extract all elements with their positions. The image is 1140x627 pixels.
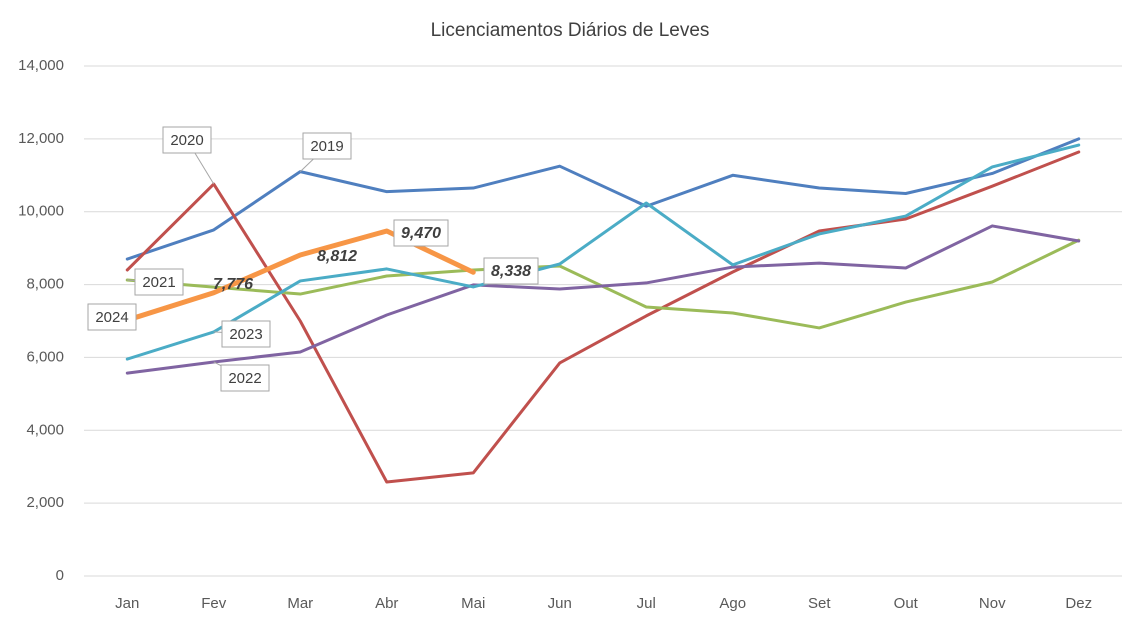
x-tick-label: Fev	[201, 595, 227, 612]
x-tick-label: Set	[808, 595, 831, 612]
y-tick-label: 12,000	[18, 130, 64, 147]
data-label: 8,812	[317, 248, 357, 265]
x-tick-label: Mar	[287, 595, 313, 612]
data-label: 8,338	[491, 263, 531, 280]
data-label: 9,470	[401, 225, 441, 242]
grid: 0 2,000 4,000 6,000 8,000 10,000 12,000 14,000 J…	[18, 57, 1122, 612]
series-name: 2024	[95, 309, 128, 326]
x-tick-label: Jul	[637, 595, 656, 612]
series-name: 2022	[228, 370, 261, 387]
data-label: 7,776	[213, 276, 253, 293]
callout-box	[162, 126, 212, 154]
chart-title: Licenciamentos Diários de Leves	[431, 20, 710, 41]
x-tick-label: Ago	[719, 595, 746, 612]
callout-box	[221, 320, 271, 348]
callout-box	[134, 268, 184, 296]
callout-box	[302, 132, 352, 160]
label-box	[393, 219, 449, 247]
x-tick-label: Jan	[115, 595, 139, 612]
x-tick-label: Mai	[461, 595, 485, 612]
x-tick-label: Jun	[548, 595, 572, 612]
x-tick-label: Dez	[1065, 595, 1092, 612]
y-tick-label: 14,000	[18, 57, 64, 74]
series-name: 2023	[229, 326, 262, 343]
series-line	[125, 137, 1081, 261]
x-tick-label: Abr	[375, 595, 398, 612]
y-tick-label: 10,000	[18, 203, 64, 220]
x-tick-label: Nov	[979, 595, 1006, 612]
series-line	[125, 150, 1081, 484]
callout-box	[220, 364, 270, 392]
y-tick-label: 8,000	[26, 276, 64, 293]
series-name: 2019	[310, 138, 343, 155]
series-line	[125, 224, 1081, 375]
x-tick-label: Out	[894, 595, 919, 612]
y-tick-label: 2,000	[26, 494, 64, 511]
y-tick-label: 6,000	[26, 348, 64, 365]
label-box	[483, 257, 539, 285]
series-name: 2020	[170, 132, 203, 149]
y-tick-label: 4,000	[26, 421, 64, 438]
series-line	[125, 143, 1081, 361]
series-name: 2021	[142, 274, 175, 291]
callout-box	[87, 303, 137, 331]
labels: 2019 2020 2021 2022 2023 2024 7,776 8,812 9,470 8…	[87, 126, 539, 392]
y-tick-label: 0	[56, 567, 64, 584]
